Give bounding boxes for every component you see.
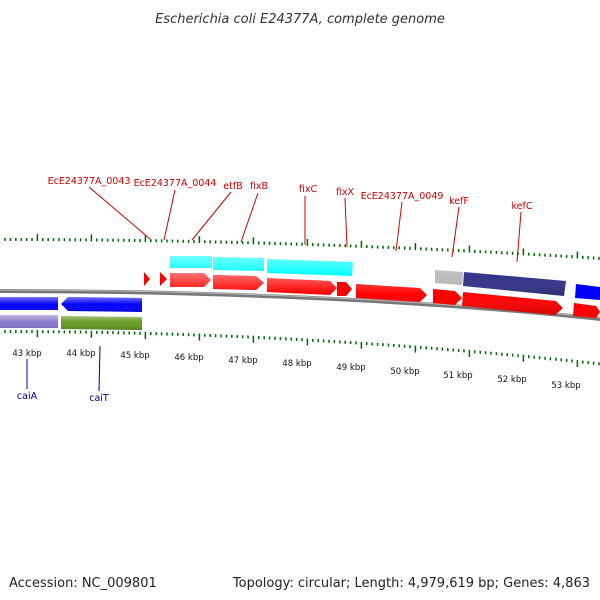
label-leader-line xyxy=(395,201,403,252)
gene-label-fixC: fixC xyxy=(299,184,318,195)
inner-tick-track xyxy=(4,330,600,368)
gene-arrow-next xyxy=(573,303,600,318)
gene-arrow-fixX xyxy=(337,282,352,296)
gene-label-fixB: fixB xyxy=(250,181,268,192)
label-leader-line xyxy=(98,345,101,392)
gene-arrow-EcE24377A_0044 xyxy=(160,272,167,286)
gene-label-caiA: caiA xyxy=(17,391,38,402)
label-leader-line xyxy=(344,197,348,248)
reverse-gene-track xyxy=(0,297,142,312)
gene-label-EcE24377A_0044: EcE24377A_0044 xyxy=(134,178,217,189)
genome-stats-text: Topology: circular; Length: 4,979,619 bp… xyxy=(232,576,590,591)
gene-label-fixX: fixX xyxy=(336,187,355,198)
forward-gene-track xyxy=(144,272,600,318)
label-leader-line xyxy=(191,191,232,241)
tick-label: 49 kbp xyxy=(336,363,365,373)
label-leader-line xyxy=(88,186,151,240)
reverse-gene-labels: caiA caiT xyxy=(17,345,109,404)
gene-label-kefF: kefF xyxy=(449,196,469,207)
gene-label-etfB: etfB xyxy=(223,181,242,192)
forward-gene-labels: EcE24377A_0043 EcE24377A_0044 etfB fixB fixC… xyxy=(48,176,533,263)
tick-label: 47 kbp xyxy=(228,356,257,366)
forward-cds-track xyxy=(170,256,600,300)
gene-label-EcE24377A_0049: EcE24377A_0049 xyxy=(361,191,444,202)
reverse-cds-track xyxy=(0,315,142,330)
accession-text: Accession: NC_009801 xyxy=(9,576,157,591)
gene-arrow-kefF xyxy=(433,289,462,305)
tick-label: 48 kbp xyxy=(282,359,311,369)
gene-label-EcE24377A_0043: EcE24377A_0043 xyxy=(48,176,131,187)
tick-label: 43 kbp xyxy=(12,349,41,359)
label-leader-line xyxy=(516,211,522,263)
outer-tick-track xyxy=(4,234,600,260)
label-leader-line xyxy=(240,192,259,243)
tick-label: 50 kbp xyxy=(390,367,419,377)
genome-title: Escherichia coli E24377A, complete genom… xyxy=(155,12,445,27)
gene-label-kefC: kefC xyxy=(512,201,533,212)
tick-label: 52 kbp xyxy=(497,375,526,385)
tick-label: 46 kbp xyxy=(174,353,203,363)
gene-arrow-EcE24377A_0043 xyxy=(144,272,150,286)
tick-label: 51 kbp xyxy=(443,371,472,381)
cds-bar-next xyxy=(575,284,600,300)
gene-label-caiT: caiT xyxy=(89,393,109,404)
label-leader-line xyxy=(163,189,176,241)
tick-labels: 43 kbp 44 kbp 45 kbp 46 kbp 47 kbp 48 kbp 49 k… xyxy=(12,349,580,391)
label-leader-line xyxy=(451,206,460,258)
tick-label: 53 kbp xyxy=(551,381,580,391)
tick-label: 45 kbp xyxy=(120,351,149,361)
tick-label: 44 kbp xyxy=(66,349,95,359)
